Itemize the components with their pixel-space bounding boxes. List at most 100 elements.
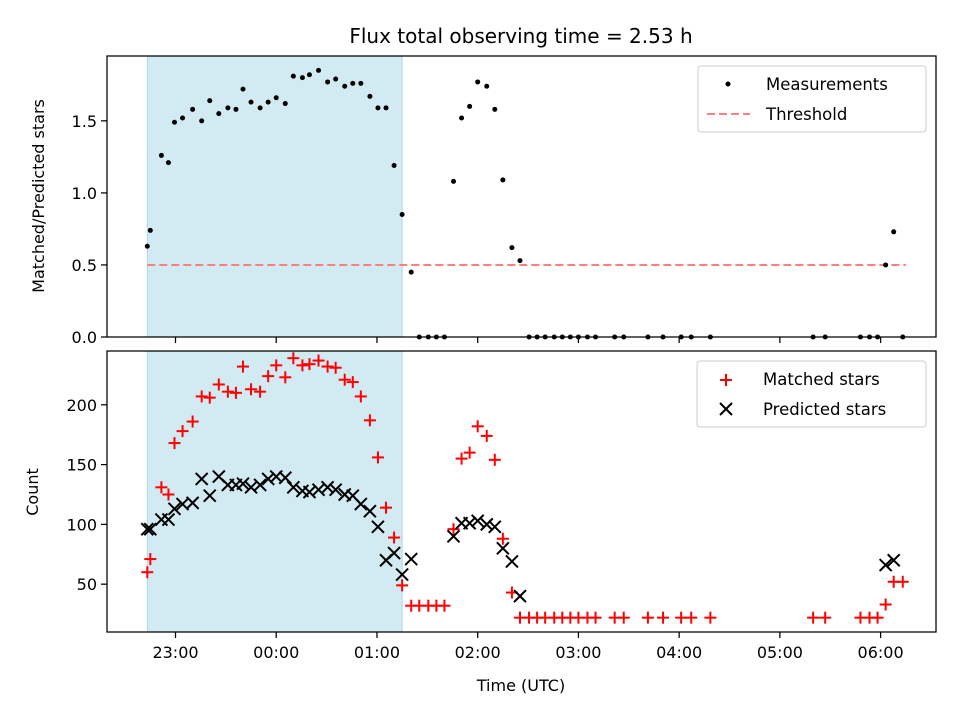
predicted-star-point	[446, 529, 461, 544]
matched-star-point	[488, 453, 501, 466]
bottom-shaded-span	[146, 350, 403, 633]
predicted-star-point	[167, 502, 182, 516]
measurement-point	[325, 79, 331, 85]
predicted-star-point	[354, 497, 368, 511]
matched-star-point	[144, 553, 157, 566]
matched-star-point	[819, 611, 832, 624]
top-y-axis-label: Matched/Predicted stars	[29, 99, 48, 293]
measurement-point	[144, 243, 150, 249]
predicted-star-point	[395, 567, 409, 582]
measurement-point	[265, 99, 271, 105]
predicted-star-point	[513, 589, 527, 603]
measurement-point	[240, 86, 246, 92]
x-tick-label: 01:00	[354, 643, 400, 662]
legend-matched-label: Matched stars	[763, 370, 880, 389]
bottom-legend: Matched stars Predicted stars	[696, 360, 927, 428]
matched-star-point	[168, 437, 181, 450]
matched-star-point	[245, 383, 258, 396]
legend-predicted-marker	[719, 402, 733, 416]
bottom-y-tick-label: 150	[66, 456, 97, 475]
measurement-point	[225, 105, 231, 111]
matched-star-point	[287, 352, 300, 365]
measurement-point	[171, 119, 177, 125]
matched-star-point	[229, 386, 242, 399]
predicted-star-point	[480, 517, 494, 532]
matched-star-point	[871, 611, 884, 624]
matched-star-point	[675, 611, 688, 624]
legend-measurements-marker	[725, 81, 731, 87]
matched-star-point	[303, 358, 316, 371]
predicted-star-point	[886, 553, 901, 567]
measurement-point	[233, 106, 239, 112]
matched-star-point	[471, 420, 484, 433]
legend-threshold-label: Threshold	[765, 105, 847, 124]
measurement-point	[273, 95, 279, 101]
matched-star-point	[617, 611, 630, 624]
predicted-star-point	[505, 554, 519, 569]
bottom-y-axis-label: Count	[23, 468, 42, 516]
x-tick-label: 05:00	[757, 643, 803, 662]
predicted-star-point	[387, 546, 401, 560]
matched-star-point	[896, 575, 909, 588]
predicted-star-point	[143, 522, 158, 536]
predicted-star-point	[470, 514, 485, 528]
measurement-point	[158, 152, 164, 158]
matched-star-point	[704, 611, 717, 624]
measurement-point	[459, 115, 465, 121]
x-tick-label: 04:00	[656, 643, 702, 662]
chart-title: Flux total observing time = 2.53 h	[349, 24, 692, 48]
matched-star-point	[455, 452, 468, 465]
matched-star-point	[463, 446, 476, 459]
measurement-point	[467, 103, 473, 109]
matched-star-point	[363, 414, 376, 427]
measurement-point	[207, 98, 213, 104]
measurement-point	[891, 229, 897, 235]
x-tick-label: 02:00	[455, 643, 501, 662]
predicted-star-point	[488, 520, 502, 534]
top-legend-frame	[697, 65, 927, 133]
measurement-point	[216, 111, 222, 117]
matched-star-point	[141, 566, 154, 579]
top-axes-frame	[106, 55, 937, 338]
matched-star-point	[279, 371, 292, 384]
top-y-tick-label: 0.5	[72, 256, 97, 275]
matched-star-point	[321, 360, 334, 373]
measurement-point	[199, 118, 205, 124]
measurement-point	[383, 105, 389, 111]
predicted-star-point	[328, 482, 343, 497]
matched-star-point	[685, 611, 698, 624]
predicted-star-point	[404, 552, 418, 566]
predicted-star-point	[140, 522, 154, 536]
measurement-point	[408, 269, 414, 275]
measurement-point	[509, 245, 515, 251]
x-tick-label: 03:00	[555, 643, 601, 662]
bottom-y-tick-label: 200	[66, 396, 97, 415]
matched-star-point	[438, 599, 451, 612]
matched-star-point	[221, 385, 234, 398]
matched-star-point	[388, 531, 401, 544]
bottom-legend-frame	[696, 360, 927, 428]
legend-predicted-label: Predicted stars	[763, 400, 886, 419]
matched-star-point	[371, 451, 384, 464]
top-legend: Measurements Threshold	[697, 65, 927, 133]
matched-star-point	[155, 481, 168, 494]
predicted-star-point	[161, 512, 176, 527]
measurement-point	[358, 80, 364, 86]
x-axis-label: Time (UTC)	[476, 676, 565, 695]
predicted-star-point	[878, 558, 893, 572]
x-tick-label: 23:00	[152, 643, 198, 662]
predicted-star-point	[194, 472, 209, 486]
matched-star-point	[589, 611, 602, 624]
predicted-star-point	[496, 541, 510, 556]
matched-star-point	[338, 373, 351, 386]
legend-measurements-label: Measurements	[766, 75, 888, 94]
matched-star-point	[254, 385, 267, 398]
measurement-point	[257, 105, 263, 111]
predicted-star-point	[261, 472, 275, 486]
matched-star-point	[879, 598, 892, 611]
predicted-star-point	[185, 496, 200, 510]
matched-star-point	[212, 378, 225, 391]
bottom-plot-area: 50 100 150 200 23:00 00:00 01:00 02:00 03:00 04:0…	[66, 350, 937, 662]
matched-star-point	[447, 523, 460, 536]
top-y-tick-label: 1.0	[72, 184, 97, 203]
